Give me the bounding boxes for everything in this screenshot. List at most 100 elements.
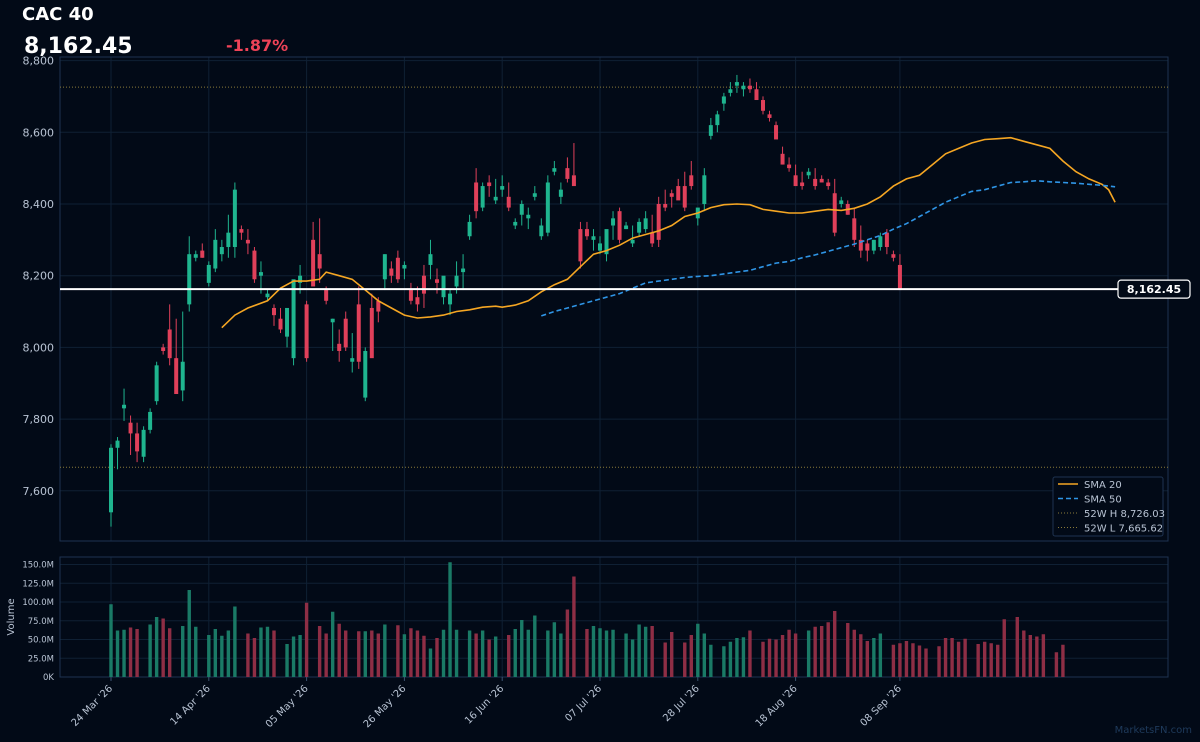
volume-bar [552,622,557,677]
volume-bar [298,635,302,677]
candle-body [330,318,335,323]
candle-body [395,257,400,280]
candle-body [708,125,713,136]
candle-body [421,275,426,294]
candle [285,307,290,348]
candle-body [604,229,609,255]
candle [232,182,237,258]
candle-body [891,254,896,258]
candle-body [682,186,687,208]
candle [363,347,368,402]
candle [754,82,759,101]
candle-body [304,304,309,359]
volume-bar [963,638,967,677]
date-tick-label: 07 Jul '26 [563,683,604,724]
candle [265,290,270,301]
volume-bar [363,631,367,677]
candle [141,426,146,463]
candle-body [884,232,889,248]
candle [826,178,831,190]
price-tick-label: 8,600 [23,126,55,139]
price-tick-label: 7,800 [23,413,55,426]
candle-body [813,178,818,187]
candle-body [337,343,342,351]
candle-body [839,200,844,204]
sma-lines [221,136,1116,329]
volume-bar [480,630,485,677]
candle-body [728,89,733,93]
volume-bar [774,639,778,677]
candle [395,250,400,283]
candle [193,250,198,262]
volume-bar [859,634,863,677]
candle [174,318,179,395]
candle [650,214,655,248]
candle-body [376,300,381,312]
volume-bar [337,623,341,677]
candle [311,221,316,287]
candle-body [135,433,140,452]
volume-bar [324,633,328,677]
candle-body [226,232,231,248]
volume-bar [1035,636,1039,677]
candle-body [180,361,185,391]
candle-body [324,290,329,301]
candle-body [630,239,635,244]
volume-bar [898,643,902,677]
candle-body [174,358,179,395]
volume-bar [559,633,563,677]
candle-body [617,211,622,240]
candle [461,254,466,291]
candle-body [643,218,648,230]
candle [109,444,113,527]
candle [598,236,602,255]
candle-body [715,114,720,126]
candle-body [663,203,668,208]
volume-bar [722,646,726,677]
volume-bar [598,628,602,677]
volume-bar [128,627,133,677]
volume-bar [819,626,824,677]
candle [728,82,733,97]
volume-bar [1041,634,1046,677]
volume-bar [220,635,224,677]
volume-bar [904,641,909,677]
candle [884,229,889,255]
price-tick-label: 8,000 [23,341,55,354]
volume-bar [246,633,250,677]
candle [448,290,453,316]
candle-body [265,293,270,298]
candle-body [774,125,779,140]
volume-bar [435,638,439,677]
candle-body [741,85,746,90]
volume-bar [643,626,648,677]
candle [624,221,629,230]
candle-body [578,229,583,262]
volume-bar [409,628,413,677]
volume-bar [956,641,961,677]
candle-body [167,329,172,359]
candle [389,261,394,283]
candle [721,92,726,111]
volume-bar [161,618,165,677]
candle-body [148,411,153,430]
candle [382,254,387,291]
candle [741,82,746,97]
volume-bar [109,604,113,677]
legend-label: SMA 20 [1084,480,1122,491]
candle-body [435,279,439,283]
volume-bar [637,624,641,677]
candle [350,333,355,373]
volume-bar [833,611,837,677]
legend: SMA 20 SMA 50 52W H 8,726.03 52W L 7,665.62 [1052,476,1165,537]
volume-bar [689,635,693,677]
sma50-line [541,179,1116,317]
volume-bar [761,641,765,677]
last-price-tag [1117,279,1191,299]
date-tick-label: 26 May '26 [362,683,409,730]
volume-bar [304,602,309,677]
candle-body [500,186,505,190]
volume-bar [865,641,870,677]
candle-body [806,171,811,176]
